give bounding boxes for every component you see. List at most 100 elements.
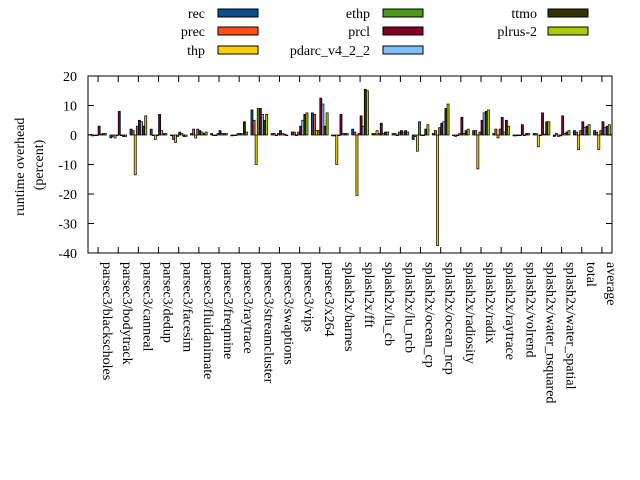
legend-swatch-pdarc_v4_2_2 — [382, 45, 424, 55]
bar-pdarc_v4_2_2-dedup — [160, 130, 164, 136]
x-tick-label: splash2x/volrend — [522, 262, 537, 358]
bar-prec-lu_ncb — [393, 133, 397, 136]
bar-thp-dedup — [153, 134, 157, 140]
bar-plrus-2-raytrace — [507, 125, 510, 136]
bar-prcl-raytrace — [500, 116, 504, 136]
bar-prcl-dedup — [158, 113, 161, 136]
bar-prec-undefined — [575, 131, 578, 136]
x-tick-label: parsec3/x264 — [321, 262, 336, 337]
bar-plrus-2-x264 — [325, 112, 329, 136]
bar-plrus-2-radix — [486, 109, 490, 136]
bar-ethp-facesim — [176, 134, 180, 137]
legend-label: prcl — [348, 25, 370, 40]
legend-swatch-rec — [217, 8, 259, 18]
bar-plrus-2-radiosity — [466, 128, 470, 136]
x-tick-label: splash2x/radix — [482, 262, 497, 344]
bar-plrus-2-barnes — [345, 133, 349, 136]
x-tick-label: parsec3/blackscholes — [99, 262, 114, 380]
legend-label: thp — [187, 44, 205, 59]
bar-thp-raytrace — [496, 134, 500, 139]
bar-prec-canneal — [131, 130, 135, 136]
bar-prcl-swaptions — [279, 130, 282, 136]
y-tick-label: 20 — [63, 70, 77, 85]
bar-ethp-ocean_cp — [418, 121, 421, 136]
x-tick-label: splash2x/barnes — [341, 262, 356, 351]
x-tick-label: parsec3/fluidanimate — [200, 262, 215, 379]
x-tick-label: parsec3/dedup — [160, 262, 175, 343]
y-tick-label: 10 — [63, 100, 77, 115]
bar-plrus-2-undefined — [587, 124, 591, 136]
bar-pdarc_v4_2_2-x264 — [321, 103, 325, 136]
bar-prec-raytrace — [494, 128, 498, 136]
x-tick-label: splash2x/raytrace — [502, 262, 517, 360]
x-tick-label: parsec3/freqmine — [220, 262, 235, 359]
x-tick-label: parsec3/streamcluster — [260, 262, 275, 384]
bar-plrus-2-ocean_cp — [426, 124, 430, 136]
bar-plrus-2-fft — [366, 90, 369, 136]
legend-label: ttmo — [511, 7, 537, 22]
y-tick-label: -20 — [58, 188, 77, 203]
bar-prec-vips — [292, 131, 296, 136]
legend-label: plrus-2 — [497, 25, 537, 40]
legend-swatch-thp — [217, 45, 259, 55]
bar-prec-radix — [474, 130, 478, 136]
x-tick-label: parsec3/canneal — [139, 262, 154, 351]
bar-plrus-2-undefined — [607, 124, 611, 136]
bar-rec-ocean_cp — [411, 134, 415, 140]
bar-ttmo-raytrace — [243, 121, 246, 136]
y-tick-label: -10 — [58, 159, 77, 174]
bar-plrus-2-blackscholes — [104, 133, 107, 136]
bar-thp-water_nsquared — [536, 134, 540, 148]
bar-prec-fluidanimate — [192, 128, 195, 136]
x-tick-label: splash2x/radiosity — [462, 262, 477, 364]
bar-thp-undefined — [577, 134, 581, 151]
bar-plrus-2-volrend — [527, 133, 531, 136]
bar-plrus-2-water_spatial — [567, 130, 571, 136]
bar-prec-streamcluster — [252, 119, 256, 136]
x-tick-label: splash2x/fft — [361, 262, 376, 328]
y-axis-label-line: runtime overhead — [13, 118, 28, 216]
bar-thp-lu_cb — [375, 130, 379, 136]
bar-prcl-lu_cb — [379, 122, 383, 136]
bar-plrus-2-water_nsquared — [547, 121, 551, 136]
bar-plrus-2-raytrace — [245, 131, 248, 136]
x-tick-label: average — [603, 262, 618, 306]
x-tick-label: parsec3/swaptions — [280, 262, 295, 365]
bar-prec-water_spatial — [554, 133, 558, 136]
legend-swatch-prcl — [382, 26, 424, 36]
legend-swatch-ethp — [382, 8, 424, 18]
legend-label: ethp — [346, 7, 370, 22]
bar-pdarc_v4_2_2-facesim — [180, 133, 184, 136]
bar-prcl-volrend — [520, 124, 524, 136]
bar-thp-ocean_cp — [415, 134, 419, 152]
bar-prcl-barnes — [339, 113, 343, 136]
x-tick-label: splash2x/water_spatial — [563, 262, 578, 390]
y-axis-label: runtime overhead (percent) — [13, 114, 47, 216]
bar-prec-undefined — [595, 131, 599, 136]
bar-plrus-2-canneal — [144, 115, 148, 136]
bar-thp-fft — [355, 134, 359, 196]
x-tick-label: splash2x/ocean_ncp — [442, 262, 457, 375]
x-tick-label: total — [583, 262, 598, 287]
bar-plrus-2-bodytrack — [124, 134, 127, 137]
bar-thp-fluidanimate — [194, 134, 198, 139]
bar-prec-swaptions — [272, 133, 276, 136]
legend: rec prec thp ethp prcl pdarc_v4_2_2 ttmo plrus-… — [181, 7, 589, 59]
bar-plrus-2-facesim — [184, 134, 188, 137]
bar-rec-dedup — [149, 128, 153, 136]
bar-thp-bodytrack — [113, 134, 117, 139]
x-tick-label: parsec3/raytrace — [240, 262, 255, 354]
bar-plrus-2-ocean_ncp — [446, 103, 450, 136]
bar-plrus-2-fluidanimate — [204, 131, 208, 136]
legend-label: rec — [188, 7, 205, 22]
legend-swatch-prec — [217, 26, 259, 36]
bar-rec-water_spatial — [552, 134, 556, 137]
bar-prec-x264 — [313, 113, 316, 136]
bar-prcl-fft — [359, 115, 363, 136]
x-tick-label: splash2x/water_nsquared — [542, 262, 557, 404]
bar-plrus-2-streamcluster — [265, 113, 269, 136]
bar-thp-canneal — [133, 134, 137, 176]
bar-prcl-blackscholes — [97, 125, 101, 136]
bar-thp-undefined — [597, 134, 601, 151]
bar-thp-radix — [476, 134, 480, 170]
